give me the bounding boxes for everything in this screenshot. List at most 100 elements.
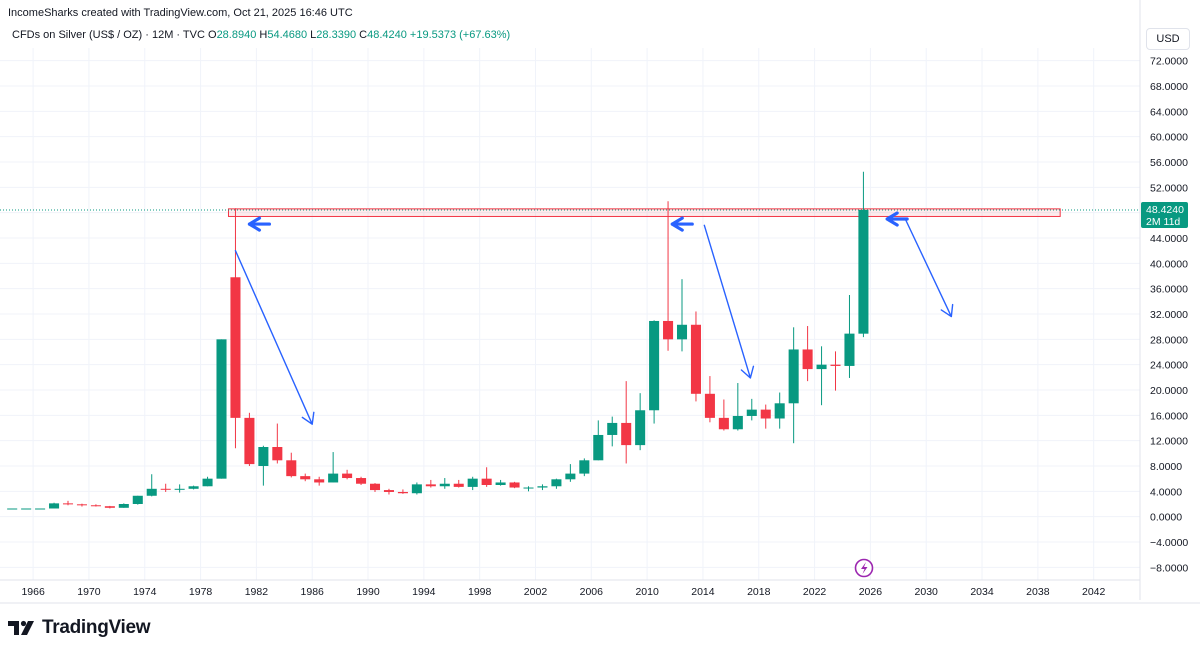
candle-body (90, 505, 101, 507)
candle-body (760, 409, 771, 419)
tradingview-logo-icon (8, 620, 34, 635)
x-tick-label: 2002 (524, 586, 548, 598)
candle-body (49, 503, 60, 509)
candle-body (328, 473, 339, 483)
x-tick-label: 1970 (77, 586, 101, 598)
candle-body (342, 473, 353, 479)
left-arrow-icon (247, 216, 272, 232)
candle-body (732, 415, 743, 430)
x-tick-label: 2022 (803, 586, 827, 598)
y-tick-label: 20.0000 (1150, 385, 1188, 397)
axes: −8.0000 −4.0000 0.0000 4.0000 8.0000 12.0000 1… (0, 0, 1200, 604)
candle-body (76, 504, 87, 506)
y-tick-label: 24.0000 (1150, 360, 1188, 372)
candle-body (802, 349, 813, 370)
candle-body (272, 447, 283, 461)
left-arrow-icon (670, 216, 694, 232)
attribution-text: IncomeSharks created with TradingView.co… (8, 7, 353, 19)
candle-body (118, 504, 129, 508)
candle-body (565, 473, 576, 480)
y-tick-label: 44.0000 (1150, 233, 1188, 245)
price-badge (1141, 201, 1188, 228)
close-label: C (359, 29, 368, 41)
candle-body (579, 460, 590, 474)
candle-body (704, 393, 715, 418)
y-tick-label: 8.0000 (1150, 461, 1182, 473)
tradingview-logo[interactable]: TradingView (8, 617, 151, 639)
x-tick-label: 1986 (301, 586, 325, 598)
tradingview-logo-text: TradingView (42, 617, 151, 638)
y-tick-label: 16.0000 (1150, 410, 1188, 422)
x-tick-label: 1966 (21, 586, 45, 598)
candle-body (300, 476, 311, 480)
price-badge-value: 48.4240 (1146, 204, 1184, 216)
candle-body (690, 324, 701, 394)
x-tick-label: 2038 (1026, 586, 1050, 598)
x-tick-label: 2042 (1082, 586, 1106, 598)
candle-body (425, 484, 436, 487)
down-arrow-drawing (234, 249, 315, 425)
x-tick-label: 1974 (133, 586, 157, 598)
candle-body (132, 495, 143, 504)
open-label: O (208, 29, 217, 41)
y-tick-label: 4.0000 (1150, 486, 1182, 498)
high-label: H (259, 29, 268, 41)
x-tick-label: 1998 (468, 586, 492, 598)
candle-body (495, 482, 506, 485)
left-arrow-icon (885, 211, 909, 227)
candle-body (216, 339, 227, 479)
candle-body (397, 491, 408, 494)
candle-body (830, 364, 841, 366)
candle-body (676, 324, 688, 340)
y-tick-label: 12.0000 (1150, 436, 1188, 448)
candle-body (844, 333, 855, 366)
candle-body (537, 486, 548, 488)
currency-button[interactable]: USD (1146, 28, 1190, 50)
candle-body (146, 488, 157, 496)
x-tick-label: 2006 (580, 586, 604, 598)
resistance-zone (227, 208, 1061, 217)
arrow-drawings (234, 211, 954, 425)
candles (7, 171, 869, 510)
open-value: 28.8940 (216, 29, 257, 41)
x-tick-label: 2018 (747, 586, 771, 598)
low-value: 28.3390 (316, 29, 357, 41)
candle-body (202, 478, 213, 487)
candle-body (621, 422, 632, 446)
candle-body (551, 479, 562, 487)
y-tick-label: 36.0000 (1150, 284, 1188, 296)
candle-body (816, 364, 827, 370)
x-tick-label: 2014 (691, 586, 715, 598)
candle-body (258, 447, 269, 466)
candle-body (858, 209, 869, 334)
candle-body (314, 479, 325, 483)
y-tick-label: −8.0000 (1150, 562, 1188, 574)
x-tick-label: 2010 (635, 586, 659, 598)
y-tick-label: 60.0000 (1150, 132, 1188, 144)
y-tick-label: 32.0000 (1150, 309, 1188, 321)
candle-body (230, 277, 241, 418)
candle-body (663, 320, 674, 340)
x-tick-label: 1990 (356, 586, 380, 598)
symbol-legend: CFDs on Silver (US$ / OZ) · 12M · TVC O2… (12, 29, 510, 41)
y-tick-label: 52.0000 (1150, 182, 1188, 194)
y-tick-label: 28.0000 (1150, 334, 1188, 346)
lightning-icon[interactable] (854, 558, 874, 578)
y-tick-label: 68.0000 (1150, 81, 1188, 93)
candle-body (356, 478, 367, 484)
candle-body (383, 490, 394, 492)
y-tick-label: 56.0000 (1150, 157, 1188, 169)
candle-body (369, 483, 381, 491)
x-tick-label: 2030 (915, 586, 939, 598)
x-tick-label: 1994 (412, 586, 436, 598)
candle-body (188, 486, 199, 489)
x-tick-label: 2034 (970, 586, 994, 598)
resistance-zone-rect (227, 208, 1061, 217)
y-tick-label: 0.0000 (1150, 512, 1182, 524)
candle-body (607, 422, 618, 435)
candle-body (439, 483, 450, 487)
symbol-name: CFDs on Silver (US$ / OZ) · 12M · TVC (12, 29, 205, 41)
low-label: L (310, 29, 317, 41)
candle-body (788, 349, 799, 404)
